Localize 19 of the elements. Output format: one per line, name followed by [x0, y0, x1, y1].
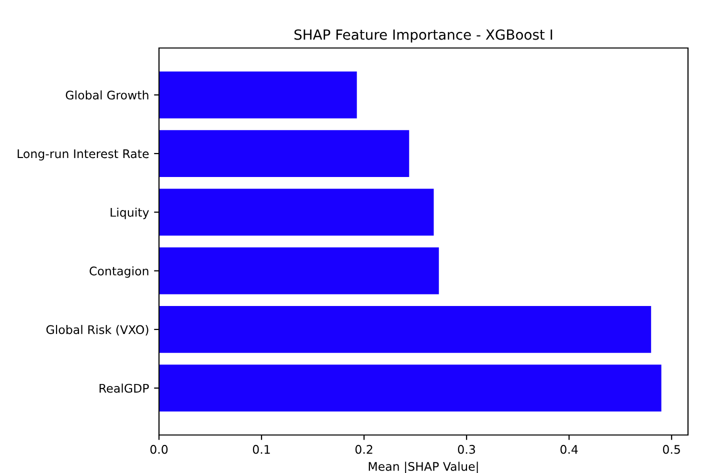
- bar: [159, 306, 652, 353]
- y-tick-label: RealGDP: [100, 384, 149, 393]
- x-tick-label: 0.4: [560, 444, 578, 454]
- bar: [159, 71, 357, 118]
- bar: [159, 188, 434, 236]
- y-tick-label: Contagion: [90, 266, 148, 278]
- y-tick-label: Liquity: [110, 208, 149, 220]
- x-tick-label: 0.1: [252, 444, 270, 454]
- y-tick-label: Global Growth: [66, 90, 148, 100]
- bar: [159, 364, 662, 412]
- y-tick-label: Long-run Interest Rate: [18, 149, 149, 160]
- chart-title: SHAP Feature Importance - XGBoost I: [294, 29, 552, 43]
- x-tick-label: 0.3: [458, 444, 475, 454]
- y-tick-label: Global Risk (VXO): [46, 324, 148, 336]
- bar: [159, 130, 410, 177]
- x-tick-label: 0.0: [150, 444, 168, 454]
- x-tick-label: 0.2: [355, 444, 372, 454]
- x-tick-label: 0.5: [662, 444, 680, 454]
- bar: [159, 247, 439, 294]
